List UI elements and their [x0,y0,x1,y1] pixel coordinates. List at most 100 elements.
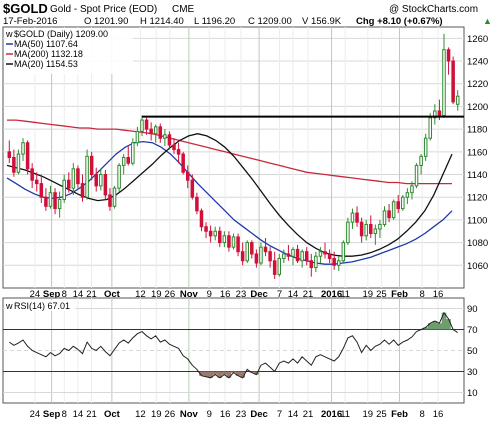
date-tick-label: 2016 [321,289,342,300]
date-tick-label: 24 [30,409,41,420]
price-panel: 1060 1080 1100 1120 1140 1160 1180 1200 1220 1240… [2,26,488,289]
rsi-tick-label: 30 [467,367,478,378]
candle-body [245,242,249,262]
candle-body [185,171,190,181]
date-tick-label: 11 [340,409,350,420]
candle-body [341,242,346,262]
rsi-label: RSI(14) 67.01 [14,301,70,311]
candle-body [236,236,240,253]
quote-high: H 1214.40 [140,16,184,27]
candle-body [222,235,227,244]
candle-body [369,223,373,235]
date-tick-label: 21 [86,409,97,420]
candle-body [7,151,12,158]
candles [7,33,460,279]
quote-date: 17-Feb-2016 [3,16,57,27]
candle-body [272,260,277,275]
date-tick-label: Feb [391,289,408,300]
legend-ma20: MA(20) 1154.53 [14,59,78,69]
quote-open: O 1201.90 [84,16,128,27]
candle-body [231,236,236,248]
date-tick-label: 19 [363,289,374,300]
date-tick-label: Dec [250,409,267,420]
quote-volume: V 156.9K [302,16,342,27]
candle-body [25,142,30,170]
candle-body [286,253,291,257]
watermark: @ StockCharts.com [389,4,478,15]
quote-change: Chg +8.10 (+0.67%) [356,16,443,27]
candle-body [121,157,126,166]
candle-body [208,230,213,237]
candle-body [131,142,135,164]
legend-icon: w [5,29,13,39]
candle-body [117,164,121,189]
candle-body [378,223,382,230]
legend-bg [5,28,133,74]
date-axis-top: 24 Sep 8 14 21 Oct 12 19 26 Nov 9 16 23 Dec 7 14 21 20161… [30,289,444,300]
date-tick-label: 19 [151,289,162,300]
candle-body [163,134,167,139]
date-tick-label: 21 [86,289,97,300]
date-tick-label: 23 [236,289,247,300]
date-tick-label: 26 [165,289,176,300]
candle-body [190,179,195,198]
date-tick-label: 12 [135,289,146,300]
rsi-tick-label: 70 [467,325,478,336]
candle-body [140,119,144,132]
candle-body [359,221,364,237]
date-tick-label: 25 [376,409,387,420]
candle-body [327,253,332,259]
candle-body [89,155,94,176]
date-tick-label: 9 [207,289,212,300]
price-tick-label: 1140 [467,170,487,181]
date-tick-label: Nov [180,409,199,420]
date-tick-label: 14 [73,409,84,420]
candle-body [213,230,217,237]
candle-body [309,260,314,269]
date-tick-label: 23 [236,409,247,420]
candle-body [414,164,419,187]
date-tick-label: 21 [303,409,314,420]
candle-body [350,212,355,223]
legend-ma200: MA(200) 1132.18 [14,49,83,59]
candle-body [300,251,304,262]
candle-body [405,192,410,198]
candle-body [62,179,66,200]
date-tick-label: 14 [288,289,299,300]
date-tick-label: 11 [340,289,350,300]
price-tick-label: 1060 [467,261,488,272]
candle-body [30,168,34,181]
date-tick-label: 19 [151,409,162,420]
candle-body [451,60,455,103]
date-tick-label: 16 [433,289,444,300]
candle-body [48,192,53,207]
candle-body [250,242,254,255]
candle-body [433,110,437,119]
candle-body [364,223,368,237]
price-tick-label: 1240 [467,57,488,68]
date-tick-label: Sep [43,409,61,420]
price-tick-label: 1080 [467,238,488,249]
candle-body [263,246,268,253]
candle-body [21,142,25,155]
symbol-description: Gold - Spot Price (EOD) [50,4,157,15]
quote-close: C 1209.00 [248,16,292,27]
candle-body [277,257,282,275]
quote-low: L 1196.20 [194,16,235,27]
price-tick-label: 1100 [467,215,487,226]
candle-body [401,196,405,210]
candle-body [44,196,48,207]
candle-body [295,248,300,262]
candle-body [446,49,451,62]
price-tick-label: 1260 [467,34,488,45]
candle-body [80,183,85,198]
rsi-panel-frame [2,297,465,404]
candle-body [53,192,57,210]
date-tick-label: Oct [104,409,121,420]
exchange-label: CME [172,4,195,15]
date-tick-label: 14 [288,409,299,420]
date-tick-label: 7 [277,409,282,420]
candle-body [419,155,423,166]
candle-body [332,257,336,266]
candle-body [428,117,433,139]
